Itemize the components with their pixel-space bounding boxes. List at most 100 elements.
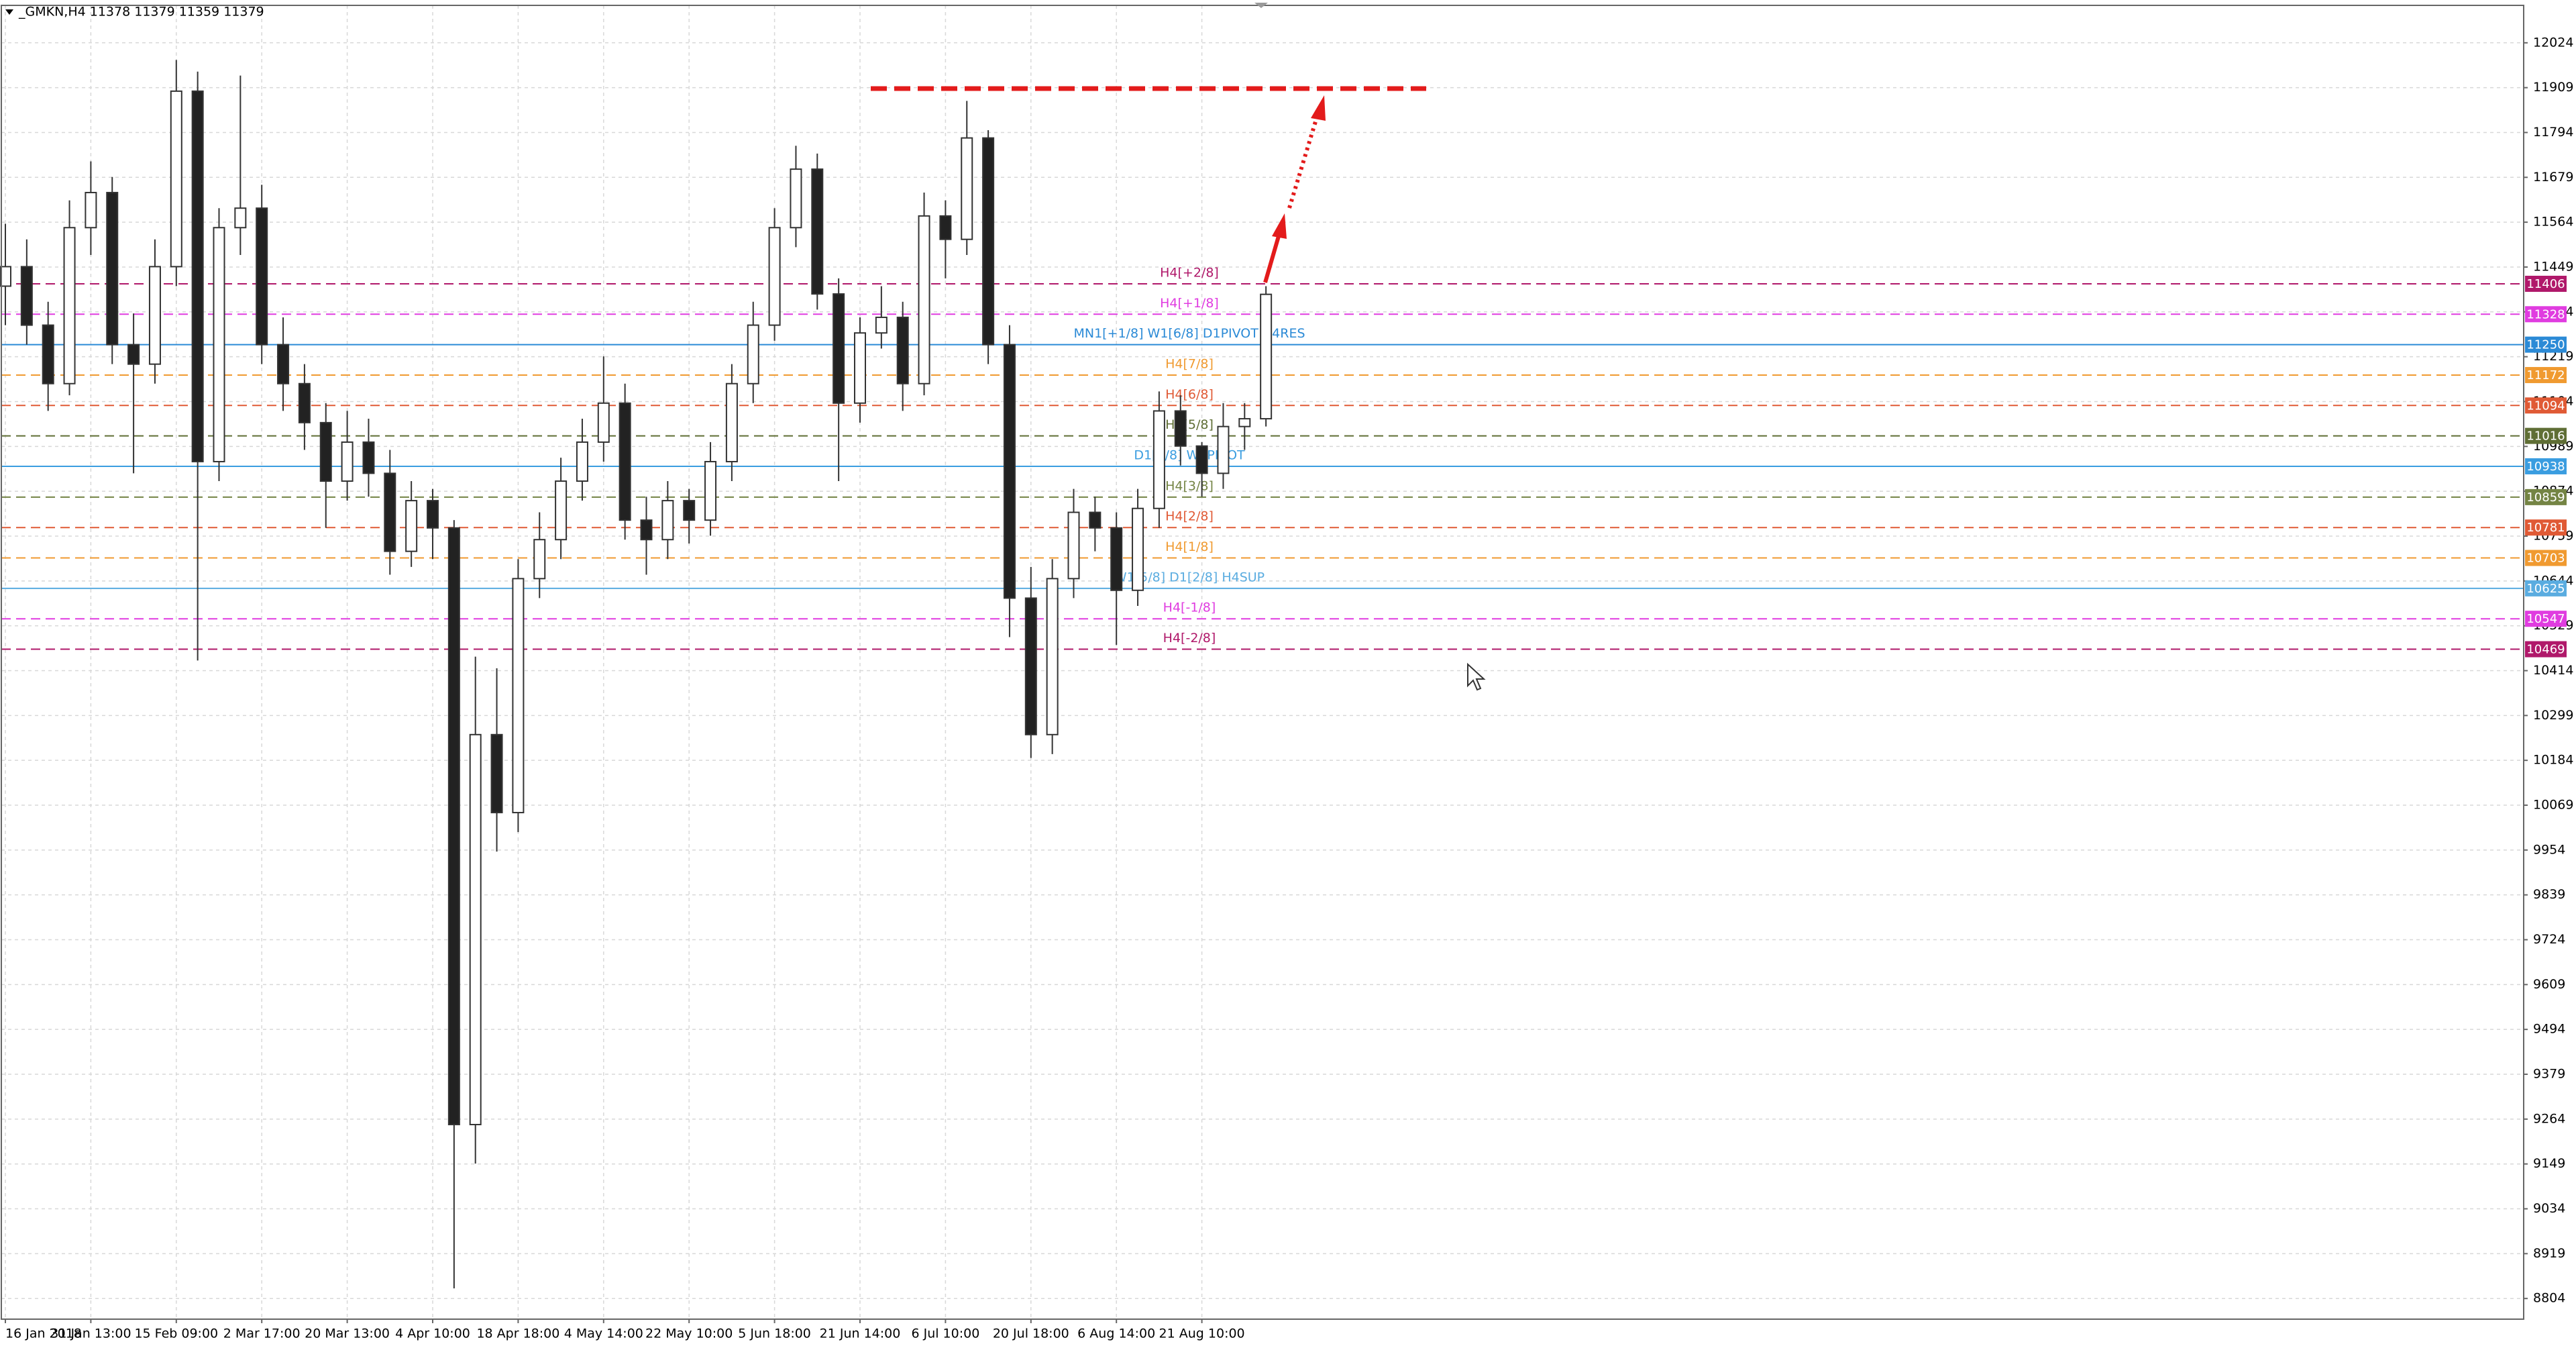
annotations xyxy=(871,3,1486,691)
level-price-label: 10547 xyxy=(2526,612,2565,626)
level-price-label: 11406 xyxy=(2526,277,2565,291)
candle-body xyxy=(1089,511,1102,529)
candle-body xyxy=(918,215,930,384)
candle-body xyxy=(597,402,610,443)
candle-body xyxy=(213,227,225,462)
candle-body xyxy=(811,168,824,295)
candle-body xyxy=(833,293,845,404)
candle-body xyxy=(490,733,503,814)
candle-body xyxy=(1217,425,1230,474)
candle-body xyxy=(427,500,439,529)
x-tick-label: 6 Aug 14:00 xyxy=(1077,1327,1155,1341)
dotted-arrow-head xyxy=(1311,95,1326,121)
y-tick-label: 9149 xyxy=(2533,1156,2565,1171)
candle-body xyxy=(683,500,696,521)
candle-body xyxy=(277,344,290,384)
level-label: H4[3/8] xyxy=(1165,478,1214,493)
arrow-head xyxy=(1272,213,1287,239)
y-tick-label: 11219 xyxy=(2533,349,2573,364)
x-tick-label: 5 Jun 18:00 xyxy=(738,1327,811,1341)
level-label: W1[5/8] D1[2/8] H4SUP xyxy=(1114,570,1265,584)
candles-layer xyxy=(0,60,1273,1289)
level-label: H4[7/8] xyxy=(1165,356,1214,371)
candle-body xyxy=(63,227,76,384)
candle-body xyxy=(1174,410,1187,447)
level-price-box xyxy=(2525,275,2567,292)
candle-body xyxy=(319,421,332,482)
candle-body xyxy=(619,402,631,521)
candle-body xyxy=(298,382,311,423)
mouse-cursor xyxy=(1467,662,1486,691)
x-tick-label: 22 May 10:00 xyxy=(645,1327,733,1341)
candle-body xyxy=(961,137,973,240)
candle-body xyxy=(896,316,909,384)
candle-body xyxy=(20,266,33,326)
y-tick-label: 10184 xyxy=(2533,753,2573,768)
candle-body xyxy=(469,733,482,1125)
y-tick-label: 9379 xyxy=(2533,1067,2565,1082)
y-tick-label: 9609 xyxy=(2533,977,2565,992)
x-tick-label: 20 Jul 18:00 xyxy=(993,1327,1069,1341)
candle-body xyxy=(362,441,375,474)
candle-body xyxy=(533,539,546,580)
candle-body xyxy=(555,480,568,541)
candle-body xyxy=(1110,527,1123,591)
level-price-box xyxy=(2525,366,2567,383)
level-price-box xyxy=(2525,519,2567,536)
level-price-label: 11172 xyxy=(2526,368,2565,382)
level-label: H4[2/8] xyxy=(1165,509,1214,524)
y-tick-label: 9034 xyxy=(2533,1201,2565,1216)
candle-body xyxy=(0,266,11,287)
candle-body xyxy=(1260,293,1273,420)
candle-body xyxy=(661,500,674,541)
level-label: H4[1/8] xyxy=(1165,539,1214,554)
candle-body xyxy=(447,527,460,1125)
dotted-arrow-shaft xyxy=(1287,119,1318,209)
x-tick-label: 6 Jul 10:00 xyxy=(911,1327,979,1341)
level-price-label: 10938 xyxy=(2526,460,2565,474)
y-tick-label: 11909 xyxy=(2533,80,2573,95)
candle-body xyxy=(982,137,995,346)
level-price-label: 11094 xyxy=(2526,399,2565,413)
y-tick-label: 11449 xyxy=(2533,259,2573,274)
level-price-box xyxy=(2525,336,2567,353)
x-tick-label: 20 Mar 13:00 xyxy=(305,1327,390,1341)
candle-body xyxy=(1152,410,1165,509)
level-price-label: 11250 xyxy=(2526,338,2565,352)
level-price-box xyxy=(2525,611,2567,627)
level-price-box xyxy=(2525,550,2567,566)
y-tick-label: 9724 xyxy=(2533,932,2565,947)
candle-body xyxy=(512,578,525,814)
level-label: H4[6/8] xyxy=(1165,387,1214,402)
level-price-label: 11016 xyxy=(2526,429,2565,444)
candle-body xyxy=(256,207,268,346)
y-tick-label: 11794 xyxy=(2533,125,2573,140)
level-label: H4[5/8] xyxy=(1165,417,1214,432)
candle-body xyxy=(1046,578,1059,735)
y-tick-label: 10414 xyxy=(2533,663,2573,678)
chart-title: _GMKN,H4 11378 11379 11359 11379 xyxy=(18,5,264,19)
level-price-box xyxy=(2525,397,2567,414)
level-price-box xyxy=(2525,458,2567,474)
candle-body xyxy=(148,266,161,365)
candle-body xyxy=(85,191,97,229)
candle-body xyxy=(1024,597,1037,735)
candle-body xyxy=(768,227,781,326)
candle-body xyxy=(704,460,717,521)
y-tick-label: 9839 xyxy=(2533,887,2565,902)
candle-body xyxy=(854,332,866,404)
y-tick-label: 11564 xyxy=(2533,215,2573,229)
level-label: H4[+1/8] xyxy=(1160,296,1219,311)
y-tick-label: 8919 xyxy=(2533,1246,2565,1261)
x-tick-label: 31 Jan 13:00 xyxy=(50,1327,131,1341)
x-tick-label: 21 Jun 14:00 xyxy=(820,1327,901,1341)
arrow-shaft xyxy=(1263,236,1281,283)
y-tick-label: 9494 xyxy=(2533,1022,2565,1037)
level-price-label: 10781 xyxy=(2526,521,2565,535)
candle-body xyxy=(106,191,119,346)
candle-body xyxy=(384,472,396,552)
candle-body xyxy=(1195,445,1208,474)
level-price-box xyxy=(2525,641,2567,658)
level-price-box xyxy=(2525,488,2567,505)
